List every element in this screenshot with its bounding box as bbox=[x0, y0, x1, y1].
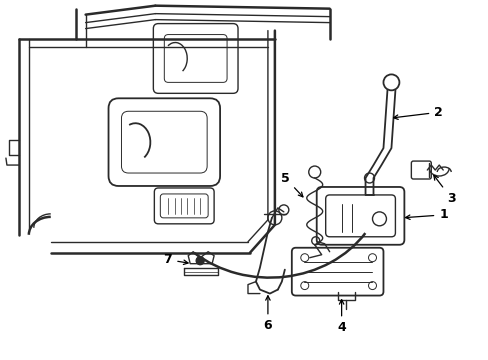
Circle shape bbox=[196, 257, 203, 265]
Text: 3: 3 bbox=[433, 175, 455, 205]
Text: 7: 7 bbox=[163, 253, 188, 266]
Text: 4: 4 bbox=[337, 300, 346, 334]
Text: 6: 6 bbox=[263, 296, 272, 332]
Text: 1: 1 bbox=[405, 208, 447, 221]
Text: 5: 5 bbox=[281, 171, 302, 197]
Text: 2: 2 bbox=[393, 106, 442, 120]
